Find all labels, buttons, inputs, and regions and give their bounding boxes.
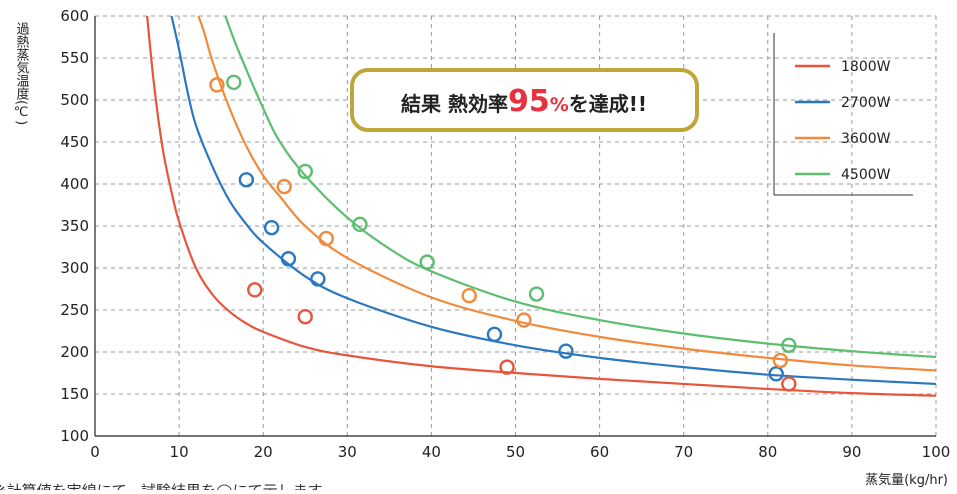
- x-tick-label: 10: [170, 443, 189, 461]
- footnote: ※計算値を実線にて、試験結果を◯にて示します: [0, 482, 323, 490]
- y-tick-label: 350: [60, 217, 89, 235]
- data-point-4500W: [528, 286, 545, 302]
- y-axis-title: 過熱蒸気温度(℃): [14, 22, 30, 125]
- data-point-2700W: [768, 366, 784, 382]
- legend-label-2700W: 2700W: [841, 95, 891, 111]
- x-tick-label: 40: [422, 443, 441, 461]
- data-point-2700W: [486, 326, 503, 343]
- y-tick-label: 550: [60, 49, 89, 67]
- series-curves: [146, 16, 936, 397]
- legend-label-1800W: 1800W: [841, 59, 891, 75]
- data-point-3600W: [772, 352, 789, 369]
- data-point-4500W: [297, 163, 313, 180]
- x-tick-label: 30: [338, 443, 357, 461]
- y-tick-label: 400: [60, 175, 89, 193]
- data-point-4500W: [781, 337, 797, 353]
- y-tick-label: 100: [60, 427, 89, 445]
- y-tick-label: 300: [60, 259, 89, 277]
- x-tick-label: 90: [842, 443, 861, 461]
- x-tick-label: 100: [922, 443, 951, 461]
- series-points: [209, 74, 797, 392]
- callout-text: 結果 熱効率95%を達成!!: [401, 84, 647, 119]
- y-tick-label: 250: [60, 301, 89, 319]
- callout-box: [350, 68, 699, 132]
- x-tick-label: 60: [590, 443, 609, 461]
- y-tick-label: 150: [60, 385, 89, 403]
- x-tick-label: 0: [90, 443, 100, 461]
- data-point-1800W: [781, 376, 797, 392]
- data-point-3600W: [276, 178, 292, 195]
- axes: 100 150 200 250 300 350 400 450 500 550 600 0 10 20 30…: [60, 7, 950, 461]
- y-tick-label: 500: [60, 91, 89, 109]
- x-axis-title: 蒸気量(kg/hr): [865, 472, 948, 488]
- data-point-3600W: [209, 77, 225, 93]
- result-callout: 結果 熱効率95%を達成!!: [350, 68, 699, 132]
- callout-efficiency-value: 95: [508, 84, 550, 119]
- x-tick-label: 70: [674, 443, 693, 461]
- data-point-2700W: [238, 172, 255, 188]
- data-point-2700W: [280, 251, 297, 267]
- series-curve-3600W: [197, 16, 936, 372]
- y-tick-label: 600: [60, 7, 89, 25]
- legend-label-3600W: 3600W: [841, 131, 891, 147]
- x-tick-label: 50: [506, 443, 525, 461]
- callout-suffix: を達成!!: [569, 92, 647, 116]
- series-curve-1800W: [146, 16, 936, 397]
- data-point-4500W: [419, 254, 435, 270]
- data-point-2700W: [263, 219, 280, 236]
- y-tick-label: 450: [60, 133, 89, 151]
- data-point-2700W: [310, 271, 326, 287]
- data-point-1800W: [247, 282, 263, 298]
- legend: 1800W 2700W 3600W 4500W: [773, 33, 913, 196]
- callout-prefix: 結果 熱効率: [401, 92, 508, 116]
- series-curve-2700W: [170, 16, 936, 386]
- series-curve-4500W: [224, 16, 936, 359]
- data-point-2700W: [558, 343, 574, 359]
- x-tick-label: 20: [254, 443, 273, 461]
- data-point-3600W: [318, 230, 334, 247]
- legend-label-4500W: 4500W: [841, 167, 891, 183]
- data-point-3600W: [516, 312, 532, 328]
- data-point-1800W: [499, 359, 515, 375]
- data-point-4500W: [352, 216, 368, 233]
- data-point-1800W: [297, 309, 313, 325]
- y-tick-label: 200: [60, 343, 89, 361]
- callout-percent: %: [550, 94, 569, 116]
- data-point-3600W: [461, 288, 477, 304]
- grid: [95, 15, 937, 436]
- x-tick-label: 80: [758, 443, 777, 461]
- data-point-4500W: [226, 74, 242, 91]
